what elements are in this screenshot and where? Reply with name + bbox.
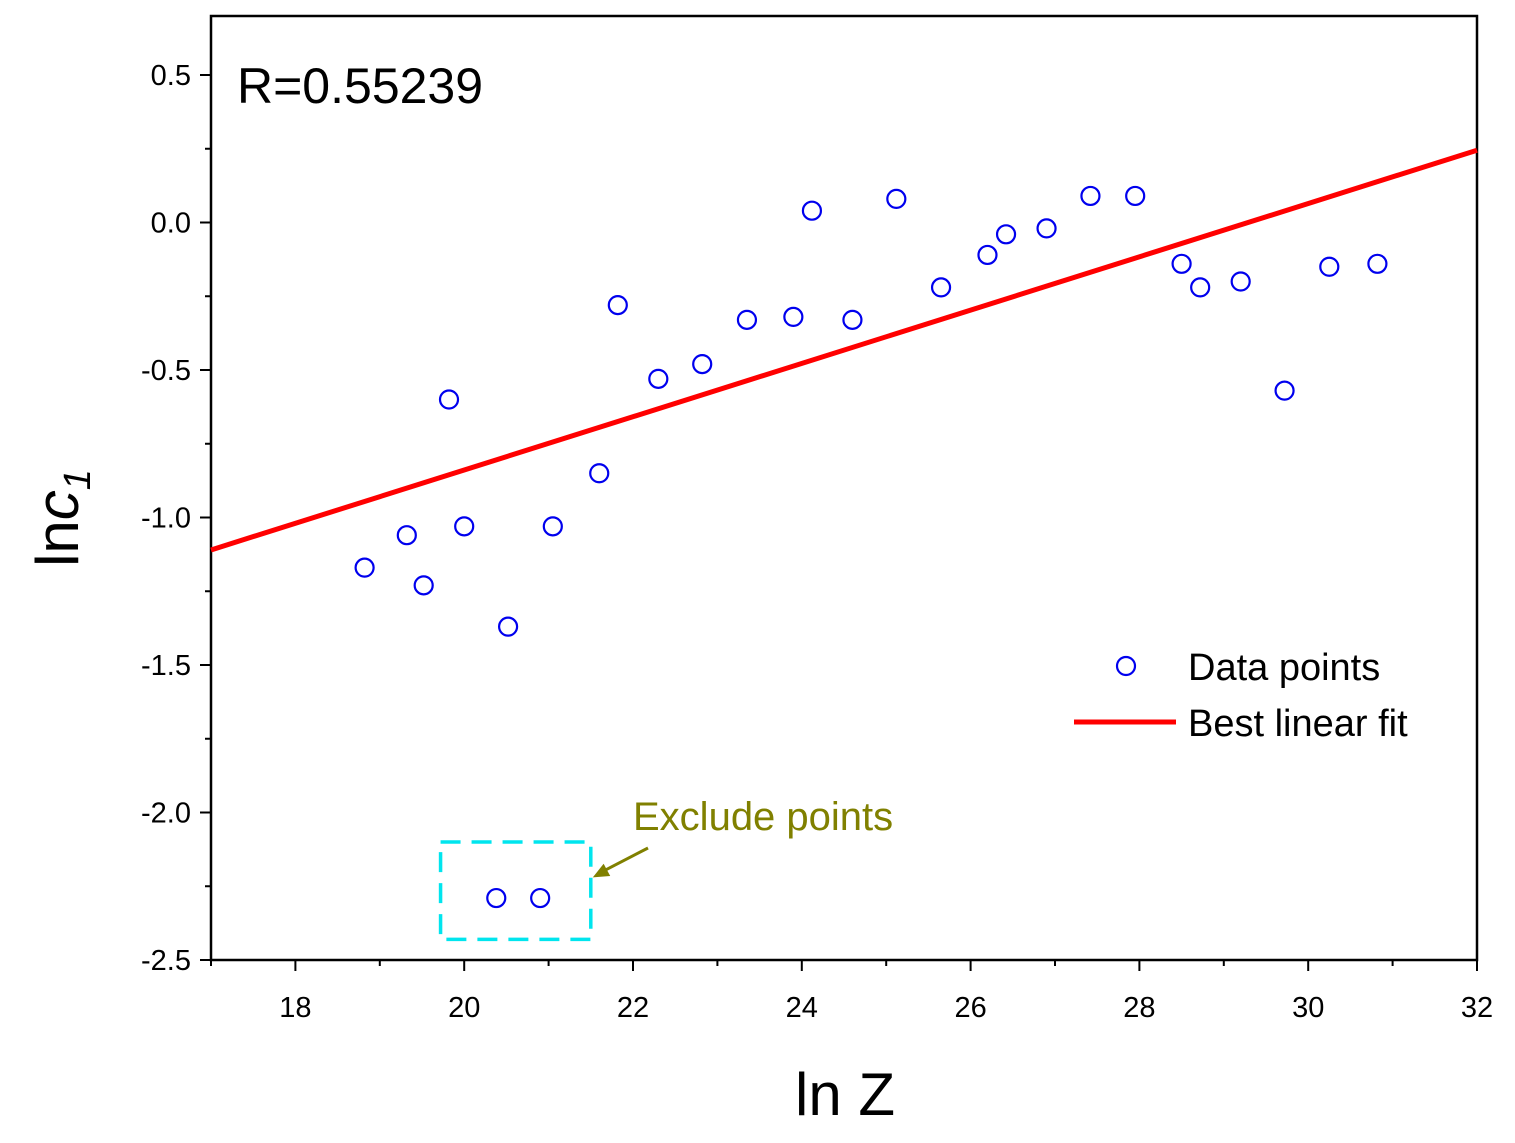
x-tick-label: 30	[1292, 992, 1324, 1024]
data-point	[486, 887, 507, 909]
data-point	[497, 616, 519, 637]
y-axis-title: lnc1	[24, 469, 99, 567]
y-tick-label: -1.0	[141, 503, 191, 535]
data-point	[1171, 253, 1192, 274]
y-tick-label: -0.5	[141, 355, 191, 387]
y-tick-label: 0.5	[151, 60, 191, 92]
exclude-box	[438, 840, 593, 942]
exclude-points-label: Exclude points	[633, 795, 893, 839]
legend-marker-data-points	[1115, 655, 1137, 677]
data-point	[354, 557, 375, 578]
data-point	[438, 389, 460, 410]
axes-ticks: 18 20 22 24 26 28 30 32 -2.5 -2.0 -1.5 -1.0 -0.5 0.0 0…	[141, 60, 1493, 1024]
data-point	[607, 295, 628, 316]
data-point	[648, 368, 669, 389]
data-point	[1125, 185, 1146, 207]
r-value-label: R=0.55239	[237, 58, 483, 114]
y-axis-title-prefix: ln	[24, 520, 91, 567]
data-point	[1319, 256, 1340, 277]
data-point	[783, 306, 804, 327]
data-point	[736, 309, 758, 330]
data-point	[930, 277, 952, 298]
legend-label-data-points: Data points	[1188, 647, 1380, 689]
data-point	[1367, 253, 1388, 274]
best-linear-fit-line	[210, 147, 1478, 553]
data-point	[1080, 185, 1101, 207]
data-point	[801, 200, 823, 221]
y-axis-title-var: c	[24, 490, 91, 520]
data-point	[977, 244, 998, 266]
y-tick-label: 0.0	[151, 208, 191, 240]
x-tick-label: 20	[448, 992, 480, 1024]
x-tick-label: 22	[617, 992, 649, 1024]
y-tick-label: -2.0	[141, 798, 191, 830]
data-point	[542, 516, 563, 537]
data-point	[589, 463, 610, 484]
data-point	[1036, 218, 1057, 239]
x-axis-title-text: ln Z	[795, 1061, 895, 1128]
svg-text:lnc1: lnc1	[24, 469, 99, 567]
data-point	[413, 575, 434, 596]
data-point	[1230, 271, 1251, 292]
plot-frame	[209, 14, 1479, 962]
legend: Data points Best linear fit	[1074, 647, 1408, 745]
y-axis-title-subscript: 1	[57, 469, 99, 490]
data-point	[1274, 380, 1295, 401]
legend-label-best-linear-fit: Best linear fit	[1188, 703, 1408, 745]
y-tick-label: -1.5	[141, 650, 191, 682]
exclude-arrow-shaft	[600, 846, 649, 874]
data-point	[396, 525, 417, 546]
data-point	[692, 354, 713, 375]
data-point	[530, 887, 551, 909]
x-tick-label: 18	[279, 992, 311, 1024]
data-point	[995, 224, 1017, 245]
x-tick-label: 28	[1123, 992, 1155, 1024]
plot-area	[209, 14, 1479, 962]
exclude-arrow-head	[592, 863, 611, 878]
x-tick-label: 32	[1461, 992, 1493, 1024]
x-tick-label: 24	[786, 992, 818, 1024]
data-point	[886, 188, 907, 209]
x-axis-title: ln Z	[795, 1061, 895, 1128]
x-tick-label: 26	[954, 992, 986, 1024]
y-tick-label: -2.5	[141, 945, 191, 977]
data-point	[1190, 277, 1211, 298]
data-point	[842, 309, 863, 330]
data-point	[454, 516, 475, 537]
